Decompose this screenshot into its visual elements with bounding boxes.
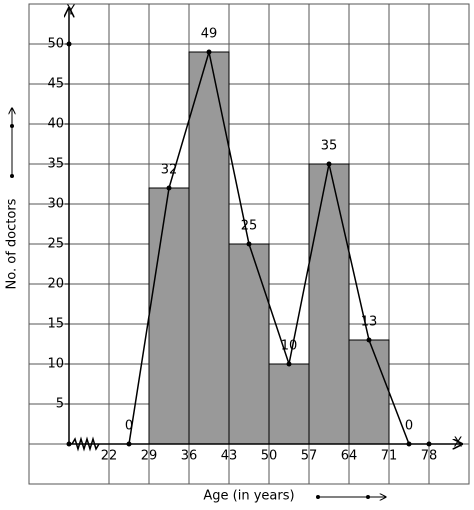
polygon-point [246,241,252,247]
label-arrow-dot [316,495,320,499]
data-label: 32 [161,163,178,178]
axis-break [71,436,100,452]
bar [228,243,270,445]
polygon-point [366,337,372,343]
polygon-point [126,441,132,447]
polygon-point [286,361,292,367]
y-tick-label: 10 [47,357,64,372]
y-tick-label: 50 [47,37,64,52]
x-tick-label: 29 [141,449,158,464]
x-tick-label: 22 [101,449,118,464]
bar [188,51,230,445]
polygon-point [206,49,212,55]
x-tick-label: 64 [341,449,358,464]
polygon-point [166,185,172,191]
frequency-polygon [128,51,410,445]
y-axis-label: No. of doctors [5,198,20,289]
x-tick-label: 57 [301,449,318,464]
x-tick-label: 78 [421,449,438,464]
bar [268,363,310,445]
y-tick-label: 20 [47,277,64,292]
x-axis-label: Age (in years) [203,489,294,504]
bar [148,187,190,445]
y-tick-label: 35 [47,157,64,172]
data-label: 10 [281,339,298,354]
x-tick-label: 50 [261,449,278,464]
y-tick-label: 40 [47,117,64,132]
data-label: 49 [201,27,218,42]
data-label: 35 [321,139,338,154]
y-tick-label: 25 [47,237,64,252]
y-axis-name: Y [66,4,75,19]
polygon-point [326,161,332,167]
data-label: 25 [241,219,258,234]
y-tick-label: 45 [47,77,64,92]
bar [308,163,350,445]
origin-dot [66,441,72,447]
axis-dot [426,441,432,447]
y-tick-label: 15 [47,317,64,332]
label-arrow-dot [10,174,14,178]
y-tick-label: 5 [56,397,64,412]
x-tick-label: 71 [381,449,398,464]
x-tick-label: 43 [221,449,238,464]
bar [348,339,390,445]
label-arrow-dot [10,124,14,128]
polygon-point [406,441,412,447]
x-tick-label: 36 [181,449,198,464]
data-label: 0 [405,419,413,434]
y-tick-label: 30 [47,197,64,212]
data-label: 13 [361,315,378,330]
x-axis-name: X [454,436,463,451]
label-arrow-dot [366,495,370,499]
data-label: 0 [125,419,133,434]
